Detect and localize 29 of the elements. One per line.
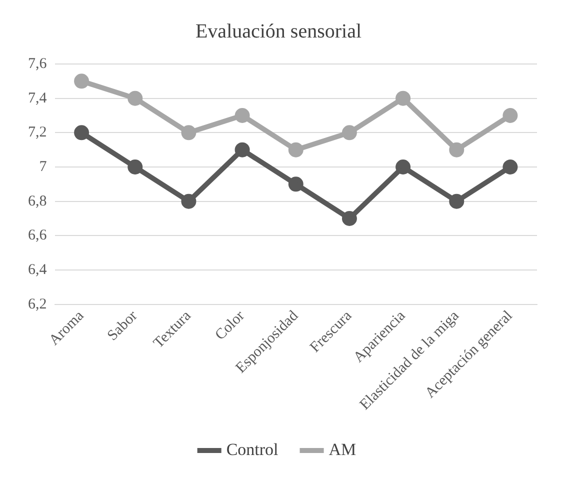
point [128,90,143,106]
point [396,159,411,174]
point [449,142,464,158]
legend-label: Control [226,440,279,459]
point [396,90,411,106]
point [342,125,357,140]
point [181,194,196,209]
y-tick-label: 7,2 [28,124,47,141]
point [502,108,518,123]
y-tick-label: 7,4 [28,90,48,106]
point [128,159,143,174]
y-tick-label: 7 [39,158,48,175]
y-tick-label: 7,6 [28,56,48,72]
y-tick-label: 6,4 [28,262,48,278]
point [288,142,304,158]
point [234,142,250,158]
y-tick-label: 6,8 [28,193,47,210]
point [502,159,518,174]
point [234,108,250,123]
point [74,74,90,89]
chart-title: Evaluación sensorial [195,20,362,42]
point [449,194,464,209]
point [74,125,90,140]
y-tick-label: 6,2 [28,296,47,312]
legend-label: AM [328,440,356,459]
y-tick-label: 6,6 [28,228,48,244]
point [288,176,304,192]
point [342,210,357,226]
point [181,125,196,140]
